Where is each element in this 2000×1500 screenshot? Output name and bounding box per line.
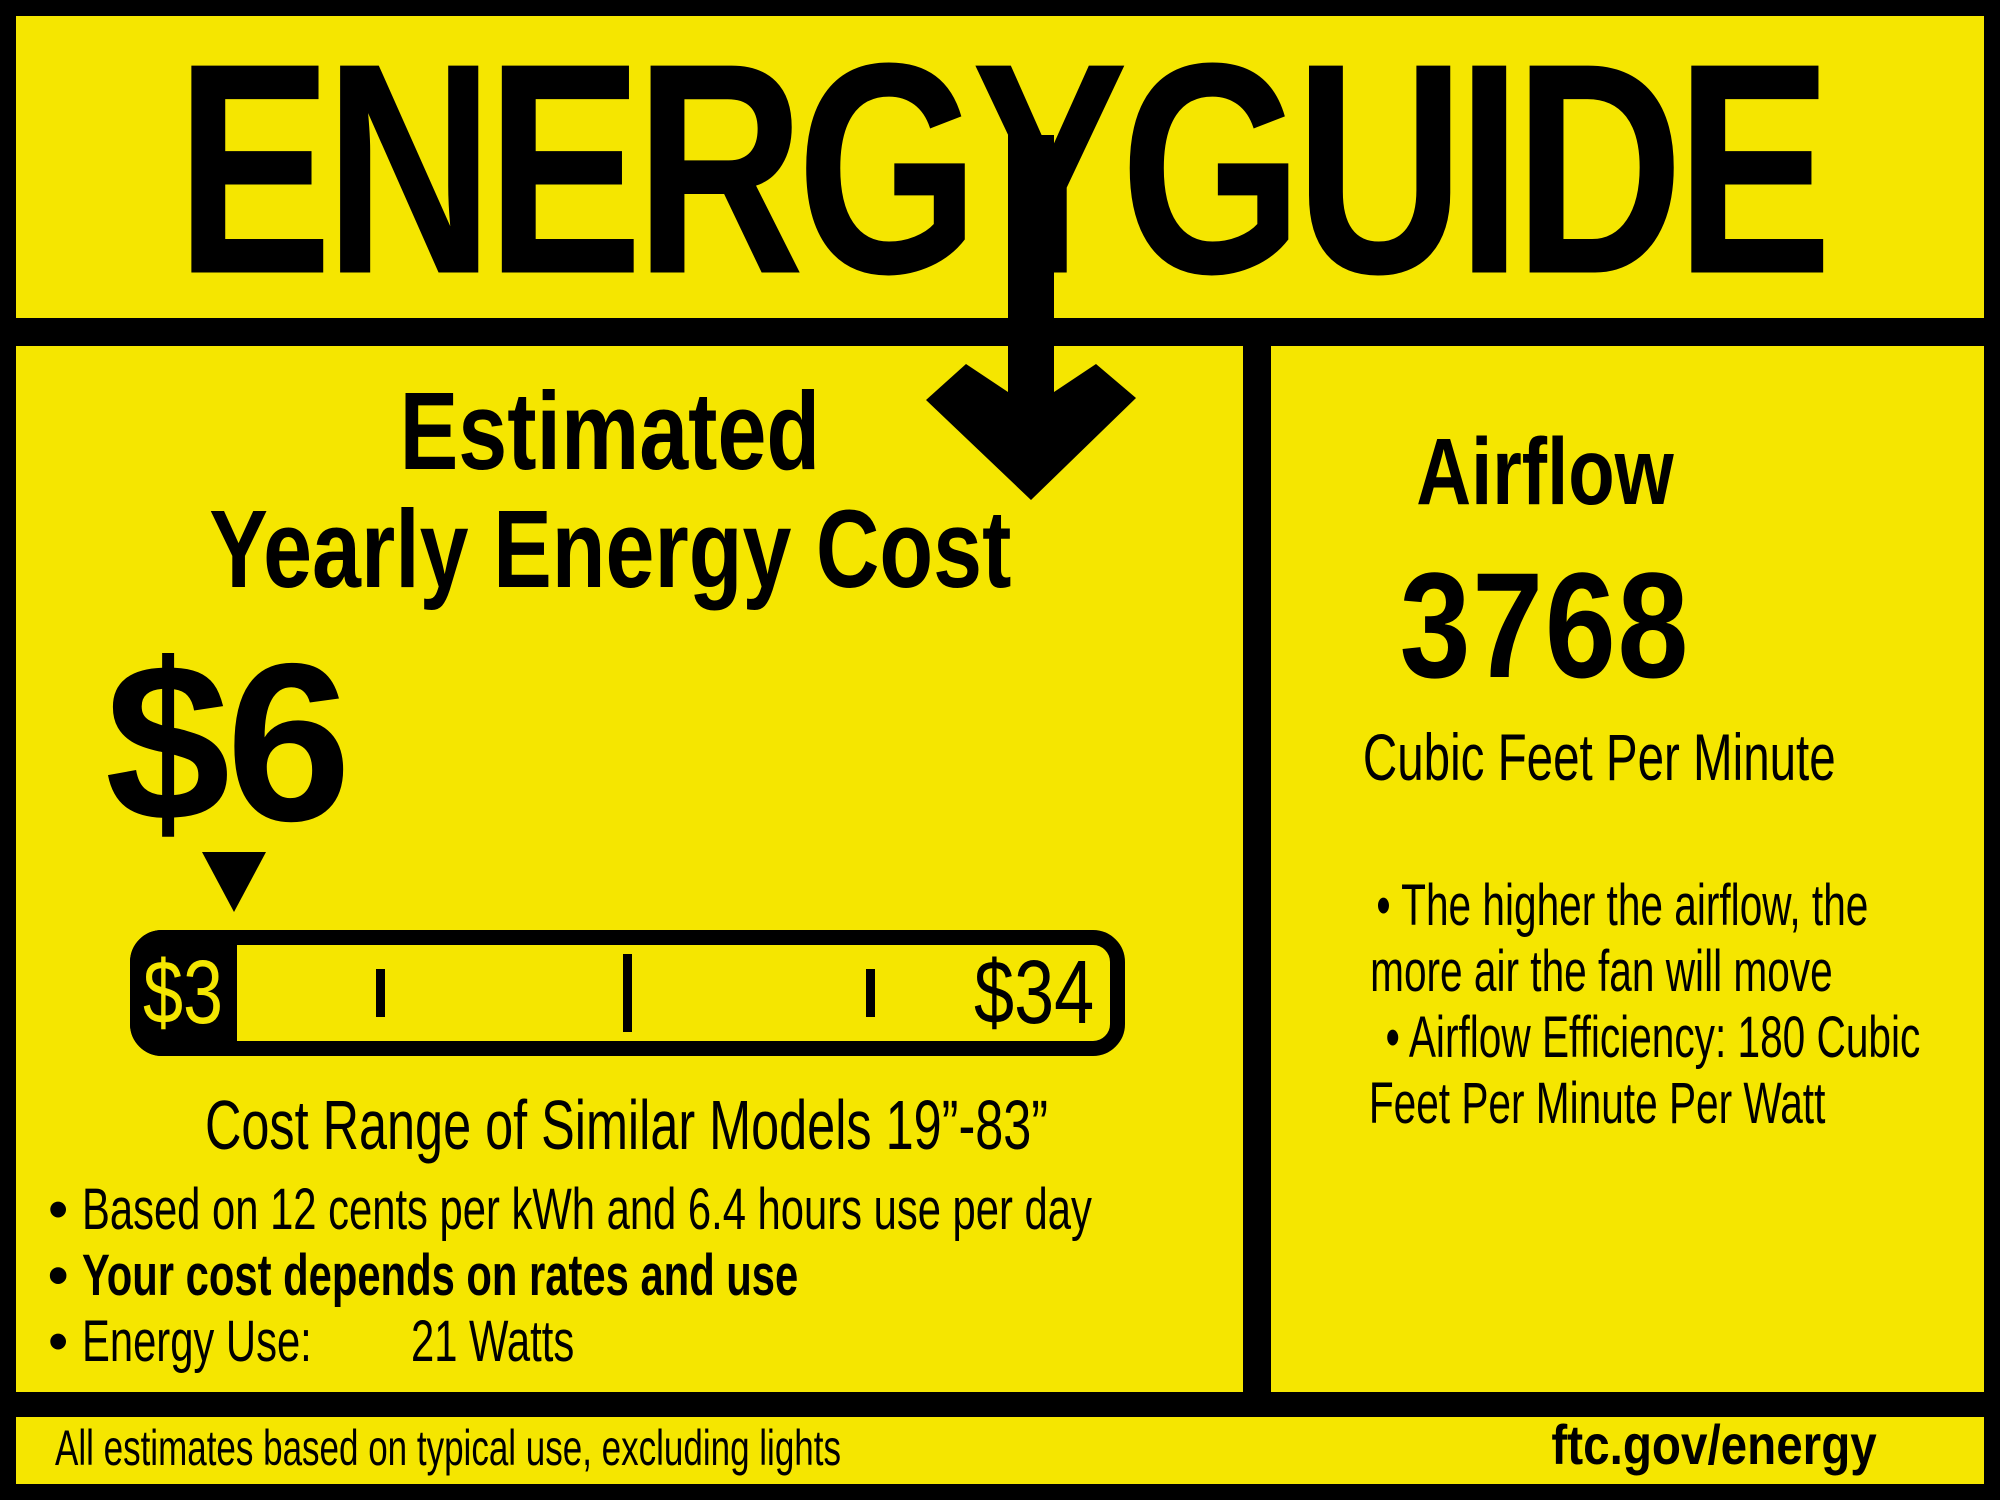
airflow-value: 3768 xyxy=(1399,541,1691,709)
border-left xyxy=(0,0,16,1500)
left-panel-heading: Estimated Yearly Energy Cost xyxy=(65,373,1155,609)
cost-range-bar: $3 $34 xyxy=(130,930,1125,1056)
heading-line2: Yearly Energy Cost xyxy=(208,488,1012,611)
bullet-cost-disclaimer: • Your cost depends on rates and use xyxy=(48,1243,799,1308)
border-right xyxy=(1984,0,2000,1500)
panel-divider-rule xyxy=(1243,346,1271,1392)
airflow-bullet-line: Feet Per Minute Per Watt xyxy=(1368,1071,1826,1136)
scale-tick xyxy=(866,969,875,1017)
energyguide-logo-text: ENERGYGUIDE xyxy=(175,0,1833,337)
right-bullet-list: • The higher the airflow, the more air t… xyxy=(1271,873,1921,1137)
energy-use-label: Energy Use: xyxy=(82,1309,313,1374)
bullet-assumptions: • Based on 12 cents per kWh and 6.4 hour… xyxy=(48,1177,1093,1242)
airflow-bullet-line: • The higher the airflow, the xyxy=(1376,873,1869,938)
bullet-icon: • xyxy=(48,1177,69,1242)
airflow-bullet-line: • Airflow Efficiency: 180 Cubic xyxy=(1385,1005,1921,1070)
heading-line1: Estimated xyxy=(399,370,821,493)
energy-use-value: 21 Watts xyxy=(411,1309,575,1374)
scale-tick xyxy=(623,954,632,1032)
border-bottom xyxy=(0,1484,2000,1500)
footer-ftc-url: ftc.gov/energy xyxy=(1551,1413,1877,1476)
energyguide-logo: ENERGYGUIDE xyxy=(0,17,2000,318)
airflow-title: Airflow xyxy=(1416,419,1674,525)
left-bullet-list: • Based on 12 cents per kWh and 6.4 hour… xyxy=(48,1177,1485,1375)
cost-range-max-label: $34 xyxy=(973,942,1094,1043)
logo-divider-rule xyxy=(0,318,2000,346)
cost-range-caption: Cost Range of Similar Models 19”-83” xyxy=(205,1086,1049,1164)
footer-divider-rule xyxy=(0,1392,2000,1417)
bullet-icon: • xyxy=(48,1309,69,1374)
border-top xyxy=(0,0,2000,16)
cost-range-min-label: $3 xyxy=(143,942,224,1043)
bullet-energy-use: • Energy Use: 21 Watts xyxy=(48,1309,1485,1375)
bullet-icon: • xyxy=(48,1243,69,1308)
footer-note: All estimates based on typical use, excl… xyxy=(55,1420,841,1476)
airflow-unit: Cubic Feet Per Minute xyxy=(1362,720,1836,794)
airflow-bullet-line: more air the fan will move xyxy=(1370,939,1833,1004)
estimated-cost-value: $6 xyxy=(105,616,351,868)
cost-range-min-segment: $3 xyxy=(130,930,237,1056)
scale-tick xyxy=(376,969,385,1017)
